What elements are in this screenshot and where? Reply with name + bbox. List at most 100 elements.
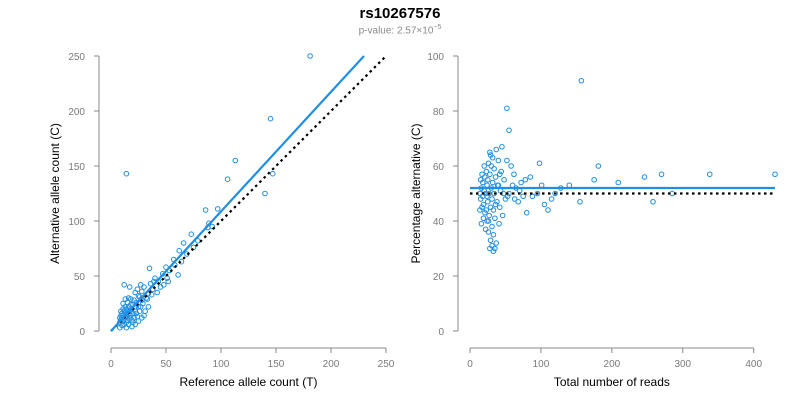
left-data-point xyxy=(175,272,181,278)
right-data-point xyxy=(522,176,529,183)
plot-allele-counts: 0 50 100 150 200 250 0 50 100 150 200 250 Reference … xyxy=(48,52,395,389)
left-x-tick-label: 50 xyxy=(160,359,172,370)
right-data-point xyxy=(482,226,489,233)
left-data-point xyxy=(147,280,154,287)
right-data-point xyxy=(578,77,585,84)
right-data-point xyxy=(516,187,523,194)
left-data-point xyxy=(214,206,221,212)
left-data-point xyxy=(148,291,155,298)
left-data-point xyxy=(120,300,126,307)
right-data-point xyxy=(487,237,494,244)
right-x-tick-label: 200 xyxy=(604,359,621,370)
right-data-point xyxy=(496,171,503,178)
left-data-point xyxy=(142,308,148,315)
left-data-point xyxy=(121,282,127,288)
right-data-point xyxy=(595,163,602,169)
right-y-tick-label: 40 xyxy=(433,217,445,228)
left-data-point xyxy=(262,190,268,197)
right-data-point xyxy=(484,176,491,183)
left-data-point xyxy=(126,284,133,290)
left-data-point xyxy=(180,240,187,246)
right-data-point xyxy=(487,152,494,158)
left-data-point xyxy=(202,207,209,213)
right-data-point xyxy=(484,193,490,200)
left-data-point xyxy=(145,304,152,310)
right-data-point xyxy=(489,179,496,186)
right-data-point xyxy=(504,157,510,164)
left-data-point xyxy=(135,318,142,324)
right-y-tick-label: 100 xyxy=(427,52,444,63)
left-y-tick-label: 150 xyxy=(68,162,85,173)
left-y-tick-label: 0 xyxy=(79,327,85,338)
left-data-point xyxy=(154,289,160,296)
right-data-point xyxy=(493,146,500,153)
right-data-point xyxy=(545,207,551,213)
left-data-point xyxy=(122,296,129,302)
right-data-point xyxy=(492,201,499,208)
right-data-point xyxy=(484,182,490,189)
right-data-point xyxy=(541,201,548,208)
right-data-point xyxy=(480,201,487,208)
left-data-point xyxy=(146,265,153,272)
right-y-tick-label: 80 xyxy=(433,107,445,118)
right-data-point xyxy=(499,143,505,150)
right-data-point xyxy=(497,187,504,194)
chart-title: rs10267576 xyxy=(359,5,441,22)
left-data-point xyxy=(267,115,274,122)
right-data-point xyxy=(492,215,498,222)
right-data-point xyxy=(490,207,497,213)
left-data-point xyxy=(144,296,151,302)
left-data-point xyxy=(118,308,124,315)
left-data-point xyxy=(135,293,142,299)
left-data-point xyxy=(209,223,215,230)
right-data-point xyxy=(501,176,507,183)
left-data-point xyxy=(137,282,144,288)
left-reference-line xyxy=(110,55,387,332)
left-data-point xyxy=(123,170,130,177)
right-data-point xyxy=(658,171,665,178)
right-data-point xyxy=(511,171,517,178)
right-data-point xyxy=(480,215,487,222)
left-y-tick-label: 250 xyxy=(68,52,85,63)
right-data-point xyxy=(529,193,536,200)
right-data-point xyxy=(772,171,778,178)
plot-percentage-alternative: 0 100 200 300 400 0 20 40 60 80 100 Total number of… xyxy=(409,52,778,389)
right-data-point xyxy=(486,212,492,219)
right-data-point xyxy=(498,168,505,175)
right-data-point xyxy=(482,209,488,216)
right-y-tick-label: 60 xyxy=(433,162,445,173)
right-data-point xyxy=(477,176,484,183)
left-data-point xyxy=(123,324,130,331)
left-x-tick-label: 100 xyxy=(213,359,230,370)
right-data-point xyxy=(520,193,526,200)
left-x-tick-label: 150 xyxy=(268,359,285,370)
right-data-point xyxy=(496,220,502,227)
left-x-tick-label: 200 xyxy=(323,359,340,370)
left-data-point xyxy=(161,282,167,288)
right-data-point xyxy=(478,220,485,227)
right-data-point xyxy=(483,207,490,213)
right-data-point xyxy=(511,196,518,202)
right-data-point xyxy=(489,223,495,230)
right-data-point xyxy=(487,204,494,211)
left-data-point xyxy=(139,315,145,321)
left-data-point xyxy=(132,321,138,328)
right-data-point xyxy=(490,248,497,255)
right-data-point xyxy=(499,212,506,219)
right-data-point xyxy=(492,174,499,180)
left-data-point xyxy=(136,308,143,315)
right-data-point xyxy=(641,174,648,180)
right-data-point xyxy=(538,182,545,189)
right-data-point xyxy=(491,165,497,172)
right-y-tick-label: 0 xyxy=(438,327,444,338)
right-data-point xyxy=(509,182,516,189)
left-data-point xyxy=(224,176,231,182)
left-data-point xyxy=(269,170,276,177)
left-data-point xyxy=(140,300,146,307)
right-data-point xyxy=(490,231,497,238)
right-data-point xyxy=(615,179,622,186)
right-y-axis-label: Percentage alternative (C) xyxy=(409,123,423,263)
left-data-point xyxy=(165,278,171,285)
right-data-point xyxy=(515,198,522,205)
